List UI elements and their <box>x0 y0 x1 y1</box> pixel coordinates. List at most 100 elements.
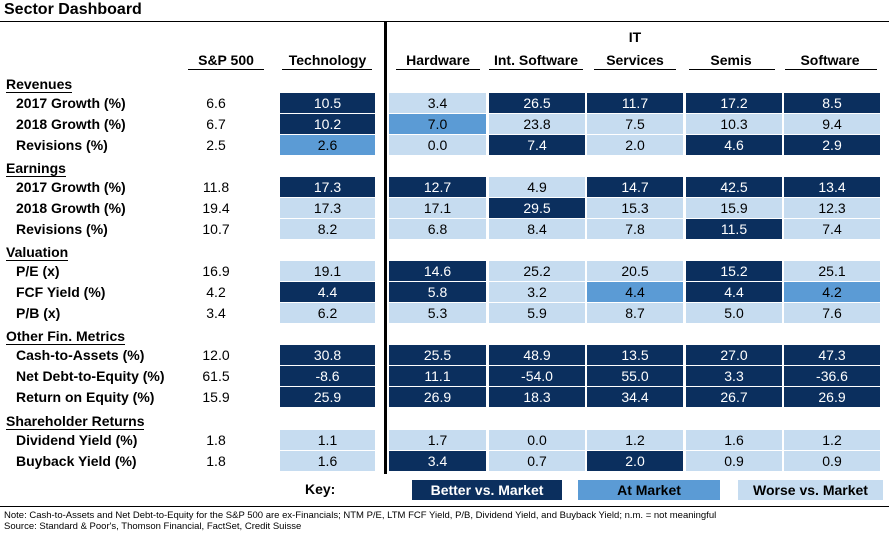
hardware-value: 14.6 <box>389 261 486 281</box>
software-value: 13.4 <box>784 177 880 197</box>
row-label: 2017 Growth (%) <box>16 95 126 111</box>
row-label: Dividend Yield (%) <box>16 432 138 448</box>
software-value: 0.9 <box>784 451 880 471</box>
it-services-value: 2.0 <box>587 451 683 471</box>
header-it-services-underline <box>594 69 676 70</box>
sp500-value: 4.2 <box>206 284 226 300</box>
int-software-value: 26.5 <box>489 93 585 113</box>
hardware-value: 7.0 <box>389 114 486 134</box>
software-value: 12.3 <box>784 198 880 218</box>
hardware-value: 3.4 <box>389 451 486 471</box>
sp500-value: 12.0 <box>202 347 230 363</box>
it-services-value: 55.0 <box>587 366 683 386</box>
semis-value: 5.0 <box>686 303 782 323</box>
sp500-value: 10.7 <box>202 221 230 237</box>
semis-value: 4.6 <box>686 135 782 155</box>
software-value: 7.6 <box>784 303 880 323</box>
sp500-value: 15.9 <box>202 389 230 405</box>
int-software-value: -54.0 <box>489 366 585 386</box>
section-heading: Earnings <box>6 160 66 177</box>
technology-value: 19.1 <box>280 261 375 281</box>
header-technology-underline <box>282 69 372 70</box>
it-services-value: 1.2 <box>587 430 683 450</box>
technology-value: 25.9 <box>280 387 375 407</box>
technology-value: 4.4 <box>280 282 375 302</box>
technology-value: 30.8 <box>280 345 375 365</box>
section-heading: Shareholder Returns <box>6 413 145 430</box>
footnote: Note: Cash-to-Assets and Net Debt-to-Equ… <box>4 510 717 521</box>
it-services-value: 11.7 <box>587 93 683 113</box>
int-software-value: 23.8 <box>489 114 585 134</box>
hardware-value: 0.0 <box>389 135 486 155</box>
technology-value: 10.5 <box>280 93 375 113</box>
sp500-value: 6.6 <box>206 95 226 111</box>
technology-value: 8.2 <box>280 219 375 239</box>
hardware-value: 3.4 <box>389 93 486 113</box>
header-software-underline <box>785 69 877 70</box>
hardware-value: 6.8 <box>389 219 486 239</box>
sp500-value: 2.5 <box>206 137 226 153</box>
software-value: 1.2 <box>784 430 880 450</box>
software-value: 8.5 <box>784 93 880 113</box>
software-value: 9.4 <box>784 114 880 134</box>
section-heading: Valuation <box>6 244 69 261</box>
int-software-value: 7.4 <box>489 135 585 155</box>
it-services-value: 20.5 <box>587 261 683 281</box>
semis-value: 42.5 <box>686 177 782 197</box>
software-value: -36.6 <box>784 366 880 386</box>
int-software-value: 25.2 <box>489 261 585 281</box>
section-heading: Other Fin. Metrics <box>6 328 126 345</box>
header-sp500: S&P 500 <box>198 52 254 68</box>
semis-value: 11.5 <box>686 219 782 239</box>
it-services-value: 2.0 <box>587 135 683 155</box>
software-value: 2.9 <box>784 135 880 155</box>
it-services-value: 34.4 <box>587 387 683 407</box>
it-services-value: 13.5 <box>587 345 683 365</box>
semis-value: 27.0 <box>686 345 782 365</box>
row-label: P/E (x) <box>16 263 60 279</box>
hardware-value: 5.3 <box>389 303 486 323</box>
software-value: 47.3 <box>784 345 880 365</box>
sp500-value: 19.4 <box>202 200 230 216</box>
key-label: Key: <box>305 481 336 497</box>
int-software-value: 8.4 <box>489 219 585 239</box>
int-software-value: 0.0 <box>489 430 585 450</box>
header-int-software: Int. Software <box>493 52 578 68</box>
header-semis: Semis <box>710 52 752 68</box>
technology-value: 1.1 <box>280 430 375 450</box>
column-divider <box>384 22 387 474</box>
sp500-value: 1.8 <box>206 432 226 448</box>
row-label: P/B (x) <box>16 305 61 321</box>
header-int-software-underline <box>489 69 583 70</box>
row-label: Return on Equity (%) <box>16 389 155 405</box>
header-it-services-bottom: Services <box>606 52 664 68</box>
header-technology: Technology <box>288 52 367 68</box>
hardware-value: 1.7 <box>389 430 486 450</box>
row-label: 2018 Growth (%) <box>16 116 126 132</box>
int-software-value: 18.3 <box>489 387 585 407</box>
it-services-value: 7.5 <box>587 114 683 134</box>
software-value: 7.4 <box>784 219 880 239</box>
it-services-value: 4.4 <box>587 282 683 302</box>
sp500-value: 1.8 <box>206 453 226 469</box>
row-label: Buyback Yield (%) <box>16 453 137 469</box>
technology-value: 1.6 <box>280 451 375 471</box>
row-label: FCF Yield (%) <box>16 284 106 300</box>
header-it-services-top: IT <box>628 29 642 45</box>
hardware-value: 17.1 <box>389 198 486 218</box>
int-software-value: 5.9 <box>489 303 585 323</box>
dashboard-title: Sector Dashboard <box>4 1 142 18</box>
key-at-market: At Market <box>578 480 720 500</box>
source-line: Source: Standard & Poor's, Thomson Finan… <box>4 521 302 532</box>
semis-value: 10.3 <box>686 114 782 134</box>
key-better: Better vs. Market <box>412 480 562 500</box>
header-hardware-underline <box>396 69 480 70</box>
row-label: 2018 Growth (%) <box>16 200 126 216</box>
row-label: Revisions (%) <box>16 137 108 153</box>
semis-value: 15.9 <box>686 198 782 218</box>
semis-value: 0.9 <box>686 451 782 471</box>
technology-value: 10.2 <box>280 114 375 134</box>
header-semis-underline <box>689 69 775 70</box>
technology-value: 17.3 <box>280 198 375 218</box>
sp500-value: 3.4 <box>206 305 226 321</box>
